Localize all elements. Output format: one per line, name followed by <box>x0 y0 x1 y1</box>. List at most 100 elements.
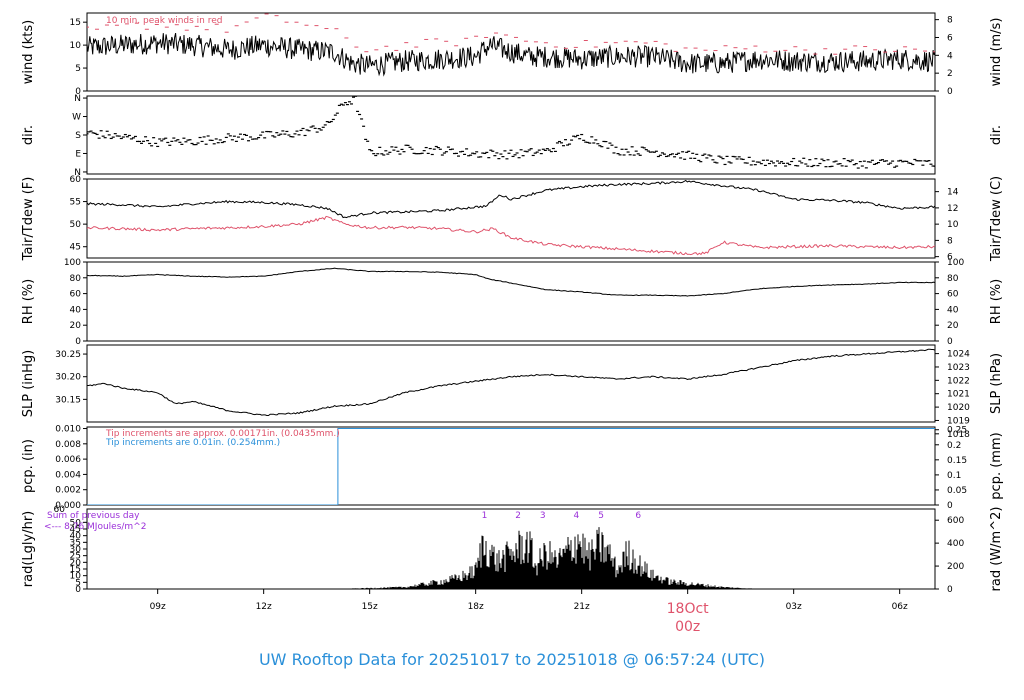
rad-ylabel-left: rad(Lgly/hr) <box>21 511 36 587</box>
wind-ylabel-right: wind (m/s) <box>989 18 1004 87</box>
dir-series-direction <box>87 96 935 169</box>
rad-left-tick-label: 20 <box>70 558 82 568</box>
rh-right-tick-label: 40 <box>947 305 959 315</box>
rad-series-radiation <box>351 527 759 589</box>
temp-right-tick-label: 8 <box>947 236 953 246</box>
slp-right-tick-label: 1023 <box>947 363 970 373</box>
rh-series-RH <box>87 267 935 297</box>
rad-peak-marker: 1 <box>482 511 488 521</box>
rad-right-tick-label: 0 <box>947 585 953 595</box>
pcp-series-pcp <box>87 428 935 505</box>
panel-rad: 05101520253035404550600200400600rad(Lgly… <box>21 505 1004 595</box>
temp-right-tick-label: 6 <box>947 253 953 263</box>
dir-left-tick-label: W <box>72 113 81 123</box>
rh-left-tick-label: 60 <box>70 290 82 300</box>
temp-left-tick-label: 50 <box>70 220 82 230</box>
pcp-right-tick-label: 0.25 <box>947 426 967 436</box>
pcp-right-tick-label: 0.1 <box>947 471 961 481</box>
wind-right-tick-label: 2 <box>947 69 953 79</box>
pcp-annotation: Tip increments are 0.01in. (0.254mm.) <box>105 438 280 448</box>
wind-series-peak <box>87 13 935 55</box>
wind-ylabel-left: wind (kts) <box>21 20 36 84</box>
slp-ylabel-left: SLP (inHg) <box>21 350 36 418</box>
rh-left-tick-label: 40 <box>70 305 82 315</box>
rad-right-tick-label: 200 <box>947 562 964 572</box>
slp-series-SLP <box>87 348 935 416</box>
temp-left-tick-label: 60 <box>70 175 82 185</box>
rh-plot <box>87 267 935 297</box>
rad-ylabel-right: rad (W/m^2) <box>989 507 1004 592</box>
slp-right-tick-label: 1022 <box>947 376 970 386</box>
pcp-plot <box>87 428 935 505</box>
rh-right-tick-label: 100 <box>947 258 964 268</box>
x-tick-label: 12z <box>256 602 272 612</box>
dir-left-tick-label: E <box>75 149 81 159</box>
panel-wind: 0 5 10 15 0 2 4 6 8 wind (kts) wind (m/s) 10 min. p… <box>21 12 1004 97</box>
dir-plot <box>87 96 935 169</box>
wind-right-tick-label: 8 <box>947 16 953 26</box>
slp-left-tick-label: 30.25 <box>55 350 81 360</box>
pcp-right-tick-label: 0.15 <box>947 456 967 466</box>
pcp-frame <box>86 426 936 506</box>
rh-left-tick-label: 0 <box>75 337 81 347</box>
x-tick-label: 06z <box>892 602 908 612</box>
panel-slp: 30.15 30.20 30.25 1018 1019 1020 1021 1022 1023 1… <box>21 344 1004 440</box>
dir-ylabel-left: dir. <box>21 125 36 145</box>
rad-peak-marker: 4 <box>573 511 579 521</box>
rad-left-tick-label: 15 <box>70 565 81 575</box>
x-tick-label: 09z <box>150 602 166 612</box>
dir-ylabel-right: dir. <box>989 125 1004 145</box>
x-tick-label: 18z <box>468 602 484 612</box>
slp-ylabel-right: SLP (hPa) <box>989 353 1004 414</box>
wind-series-wind <box>87 32 935 77</box>
wind-right-tick-label: 0 <box>947 87 953 97</box>
temp-frame <box>86 178 936 259</box>
panel-temp: 45 50 55 60 6 8 10 12 14 Tair/Tdew (F) Tair/Tdew (… <box>21 175 1004 263</box>
wind-left-tick-label: 0 <box>75 87 81 97</box>
pcp-left-tick-label: 0.008 <box>55 440 81 450</box>
wind-right-tick-label: 4 <box>947 51 953 61</box>
x-axis: 09z 12z 15z 18z 21z 18Oct 00z 03z 06z <box>150 589 908 635</box>
pcp-annotation: Tip increments are approx. 0.00171in. (0… <box>105 429 340 439</box>
rh-left-tick-label: 80 <box>70 274 82 284</box>
slp-right-tick-label: 1020 <box>947 403 970 413</box>
pcp-right-tick-label: 0.05 <box>947 486 967 496</box>
slp-right-tick-label: 1024 <box>947 350 970 360</box>
rad-sum-annotation: <--- 8.76 MJoules/m^2 <box>44 522 146 532</box>
slp-frame <box>86 344 936 423</box>
rad-left-tick-label: 50 <box>70 518 82 528</box>
wind-annotation: 10 min. peak winds in red <box>106 16 223 26</box>
page-title: UW Rooftop Data for 20251017 to 20251018… <box>259 650 765 669</box>
rh-right-tick-label: 20 <box>947 321 959 331</box>
rh-right-tick-label: 0 <box>947 337 953 347</box>
rad-left-tick-label: 5 <box>75 578 81 588</box>
temp-ylabel-left: Tair/Tdew (F) <box>21 177 36 262</box>
temp-right-tick-label: 12 <box>947 204 958 214</box>
rad-peak-marker: 6 <box>635 511 641 521</box>
panel-rh: 0 20 40 60 80 100 0 20 40 60 80 100 RH (%) RH (%) <box>21 258 1004 347</box>
slp-right-tick-label: 1019 <box>947 416 970 426</box>
x-tick-label: 15z <box>362 602 378 612</box>
temp-series-Tdew <box>87 215 935 256</box>
x-hour-label: 00z <box>675 619 700 635</box>
wind-plot <box>87 13 935 77</box>
pcp-left-tick-label: 0.002 <box>55 486 81 496</box>
x-date-label: 18Oct <box>667 601 710 617</box>
temp-right-tick-label: 10 <box>947 220 959 230</box>
pcp-right-tick-label: 0.2 <box>947 441 961 451</box>
slp-right-tick-label: 1018 <box>947 430 970 440</box>
temp-series-Tair <box>87 179 935 219</box>
dir-left-tick-label: N <box>74 94 81 104</box>
pcp-ylabel-left: pcp. (in) <box>21 439 36 493</box>
dir-left-tick-label: S <box>75 131 81 141</box>
panel-pcp: 0.000 0.002 0.004 0.006 0.008 0.010 0 0.05 0.1 0.… <box>21 425 1004 511</box>
wind-left-tick-label: 5 <box>75 64 81 74</box>
rad-peak-marker: 3 <box>540 511 546 521</box>
pcp-left-tick-label: 0.004 <box>55 470 81 480</box>
rh-ylabel-right: RH (%) <box>989 279 1004 324</box>
rad-left-tick-label: 30 <box>70 545 82 555</box>
slp-left-tick-label: 30.20 <box>55 373 81 383</box>
rh-right-tick-label: 80 <box>947 274 959 284</box>
